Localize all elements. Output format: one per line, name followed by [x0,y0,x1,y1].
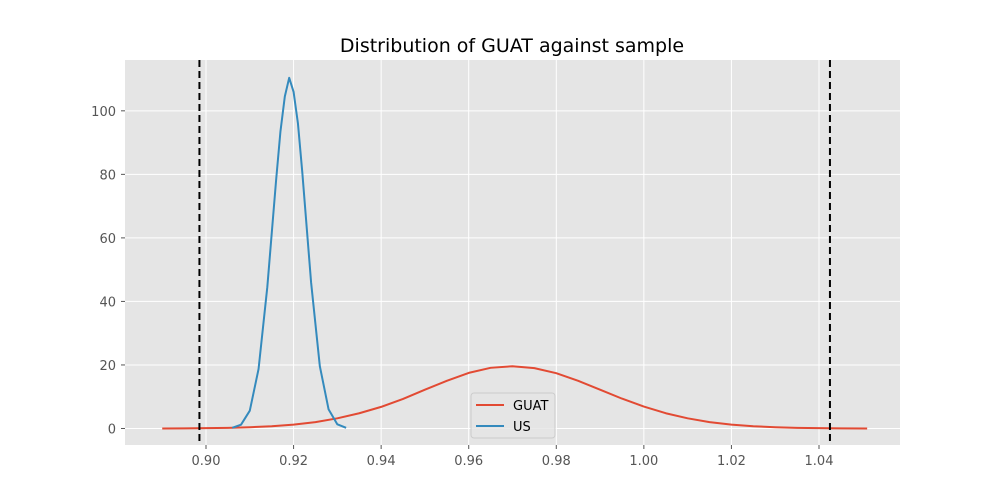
x-tick-label: 0.98 [542,454,571,469]
x-tick-label: 0.96 [454,454,483,469]
grid [125,60,900,445]
y-tick-label: 0 [108,422,116,437]
legend: GUAT US [470,392,556,439]
plot-background [125,60,900,445]
axis-ticks: 0.90 0.92 0.94 0.96 0.98 1.00 1.02 1.04 0 20 40 60 8… [91,105,833,469]
x-tick-label: 0.90 [192,454,221,469]
series-lines [162,76,868,430]
x-tick-label: 1.00 [629,454,658,469]
y-tick-label: 80 [99,168,116,183]
y-tick-label: 60 [99,232,116,247]
legend-label: US [513,420,531,435]
series-line-guat [162,365,868,430]
x-tick-label: 0.92 [279,454,308,469]
x-tick-label: 0.94 [367,454,396,469]
legend-label: GUAT [513,399,548,414]
x-tick-label: 1.02 [717,454,746,469]
y-tick-label: 20 [99,359,116,374]
series-line-us [231,76,347,429]
chart-title: Distribution of GUAT against sample [340,35,684,57]
y-tick-label: 100 [91,105,116,120]
y-tick-label: 40 [99,295,116,310]
reference-lines [198,60,831,445]
x-tick-label: 1.04 [805,454,834,469]
